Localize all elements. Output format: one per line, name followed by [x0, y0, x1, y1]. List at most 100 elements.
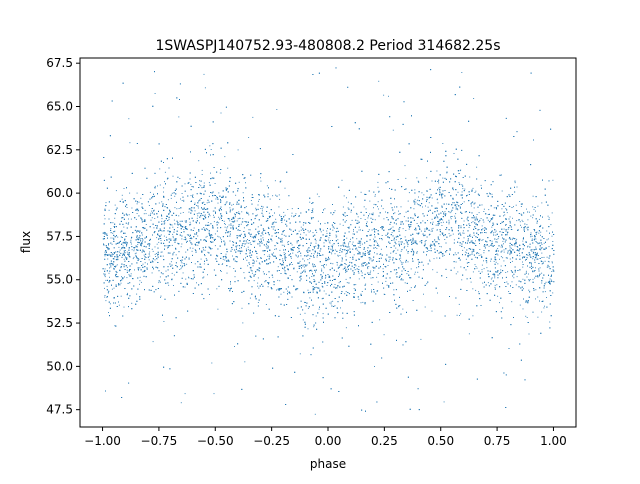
data-point	[345, 278, 347, 280]
data-point	[228, 218, 230, 220]
data-point	[227, 232, 229, 234]
data-point	[255, 236, 257, 238]
data-point	[124, 250, 126, 251]
data-point	[414, 229, 415, 231]
data-point	[271, 240, 273, 242]
data-point	[192, 247, 194, 249]
data-point	[346, 270, 348, 272]
data-point	[361, 265, 363, 267]
data-point	[364, 251, 366, 253]
data-point	[159, 276, 161, 278]
data-point	[114, 230, 116, 232]
data-point	[180, 212, 182, 214]
data-point	[254, 217, 256, 219]
data-point	[521, 219, 523, 221]
data-point	[437, 202, 439, 204]
data-point	[417, 180, 419, 182]
data-point	[284, 214, 286, 216]
data-point	[262, 206, 264, 208]
data-point	[160, 295, 162, 297]
data-point	[393, 289, 395, 291]
data-point	[167, 199, 169, 201]
data-point	[120, 267, 122, 269]
data-point	[519, 252, 520, 254]
data-point	[334, 284, 336, 285]
data-point	[249, 251, 251, 253]
data-point	[472, 221, 474, 223]
data-point	[321, 298, 323, 300]
data-point	[238, 181, 240, 183]
data-point	[144, 227, 145, 229]
data-point	[268, 246, 269, 248]
data-point	[212, 241, 214, 243]
data-point	[449, 235, 451, 237]
data-point	[416, 223, 418, 224]
data-point	[217, 235, 219, 237]
data-point	[158, 241, 160, 243]
data-point	[148, 259, 150, 261]
data-point	[263, 254, 265, 256]
data-point	[249, 242, 251, 244]
data-point	[224, 223, 226, 225]
data-point	[402, 262, 404, 264]
data-point	[272, 276, 274, 278]
data-point	[408, 251, 409, 252]
data-point	[439, 246, 441, 247]
data-point	[392, 229, 394, 231]
data-point	[186, 263, 188, 265]
data-point	[120, 282, 122, 284]
data-point	[209, 294, 210, 295]
data-point	[217, 255, 219, 257]
data-point	[268, 212, 270, 214]
data-point	[337, 254, 339, 256]
data-point	[463, 220, 465, 222]
data-point	[344, 241, 346, 243]
data-point	[466, 252, 467, 254]
data-point	[149, 255, 151, 257]
data-point	[273, 221, 275, 223]
data-point	[463, 237, 465, 239]
data-point	[236, 220, 238, 222]
data-point	[148, 214, 150, 216]
data-point	[516, 220, 518, 222]
data-point	[355, 219, 357, 221]
data-point	[345, 255, 347, 257]
data-point	[543, 307, 545, 309]
data-point	[401, 278, 403, 279]
data-point	[160, 239, 162, 241]
data-point	[491, 245, 493, 247]
data-point	[483, 260, 484, 262]
data-point	[493, 274, 495, 276]
data-point	[275, 257, 277, 259]
data-point	[280, 180, 282, 182]
data-point	[322, 229, 324, 231]
data-point	[459, 244, 461, 246]
data-point	[190, 238, 192, 240]
data-point	[156, 243, 158, 245]
data-point	[455, 261, 457, 263]
data-point	[281, 239, 283, 241]
data-point	[109, 267, 110, 269]
data-point	[482, 239, 484, 241]
data-point	[295, 255, 297, 257]
data-point	[161, 251, 163, 253]
data-point	[414, 198, 416, 200]
data-point	[503, 243, 504, 245]
data-point	[112, 253, 114, 255]
data-point	[516, 238, 518, 240]
data-point	[374, 219, 376, 221]
data-point	[255, 207, 257, 209]
data-point	[165, 236, 167, 238]
data-point	[448, 223, 450, 225]
data-point	[470, 235, 472, 237]
data-point	[105, 300, 107, 302]
data-point	[300, 255, 302, 257]
data-point	[502, 240, 504, 242]
data-point	[254, 240, 256, 242]
data-point	[520, 213, 522, 215]
data-point	[371, 229, 373, 231]
data-point	[439, 190, 441, 192]
data-point	[232, 224, 234, 226]
data-point	[121, 217, 122, 219]
data-point	[508, 205, 510, 207]
